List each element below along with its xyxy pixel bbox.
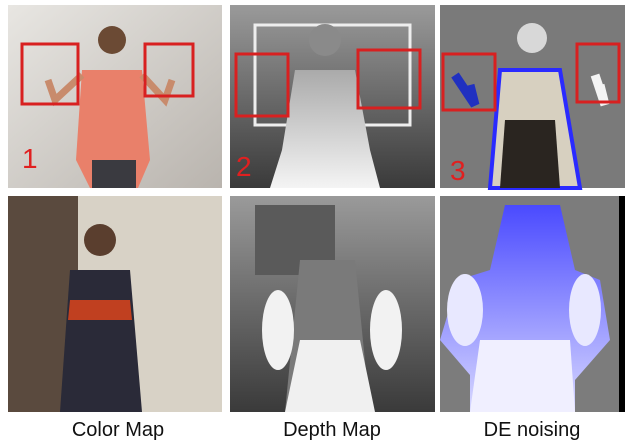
panel-number: 1 (22, 143, 38, 174)
depth-panel-2 (230, 196, 435, 412)
figure: 1 2 3 Color Map Depth Map DE noising (0, 0, 634, 443)
denoise-panel-1 (440, 5, 625, 188)
depth-panel-1 (230, 5, 435, 188)
color-panel-2 (8, 196, 222, 412)
caption: Color Map (72, 419, 164, 441)
color-panel-1 (8, 5, 222, 188)
denoise-panel-2 (440, 196, 625, 412)
panel-number: 2 (236, 151, 252, 182)
caption: DE noising (484, 419, 581, 441)
caption: Depth Map (283, 419, 381, 441)
panel-number: 3 (450, 155, 466, 186)
